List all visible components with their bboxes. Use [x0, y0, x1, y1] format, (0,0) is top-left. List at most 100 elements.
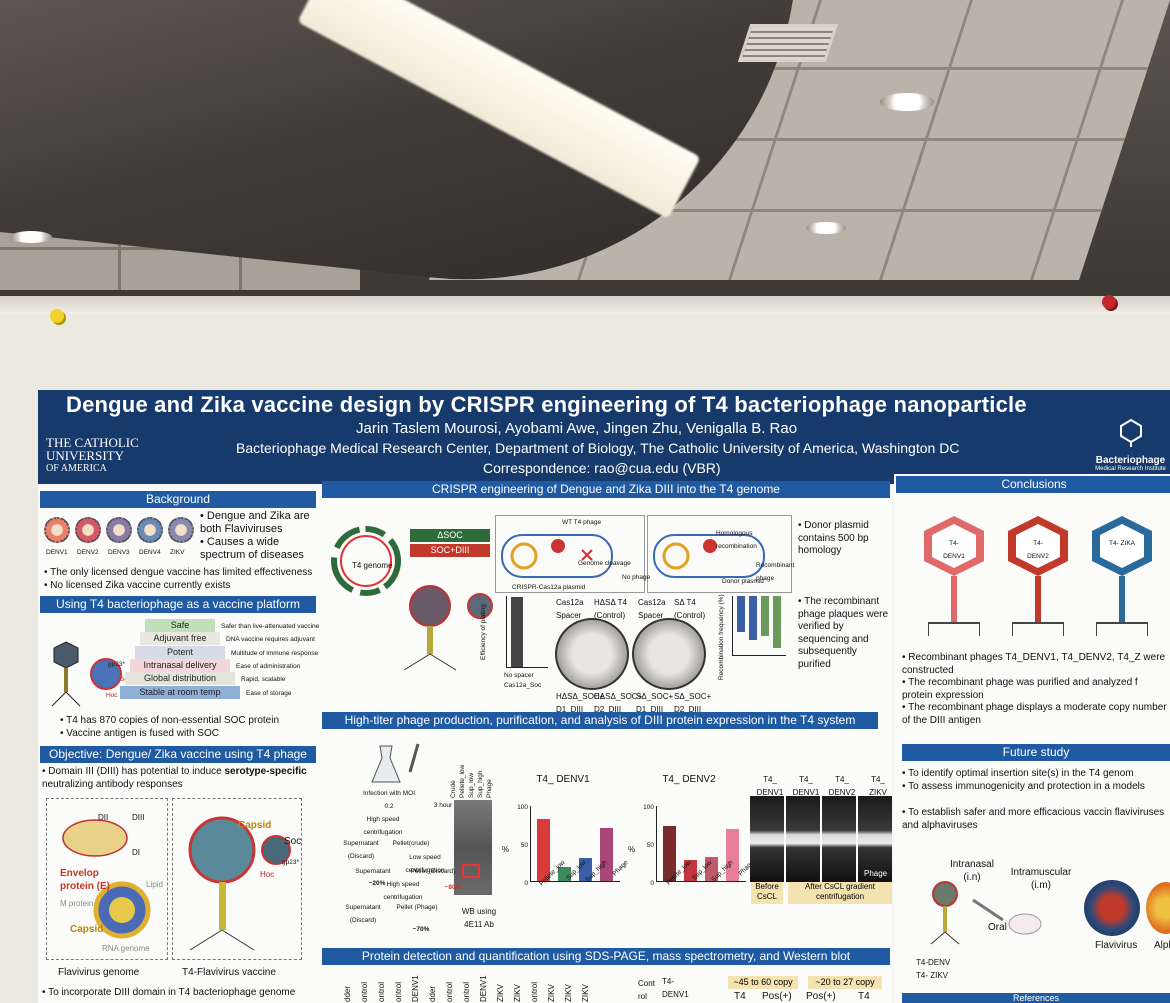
future-label-alpl: Alpl	[1154, 940, 1170, 951]
efficiency-cat-1: No spacer	[504, 672, 534, 679]
crispr-label-soc-diii: SOC+DIII	[410, 544, 490, 557]
chart-tick-1-50: 50	[646, 842, 654, 849]
crispr-note-1: • Donor plasmid contains 500 bp homology	[798, 520, 869, 556]
chart-bar-1-0	[663, 825, 676, 881]
crispr-label-recombinant-phage: Recombinant phage	[756, 562, 795, 582]
detection-t4-a: T4	[734, 991, 746, 1002]
detection-lane-14: ZIKV	[581, 984, 590, 1002]
virus-label-0: DENV1	[46, 549, 68, 556]
tube-label-1: T4_ DENV1	[792, 775, 820, 797]
bacteriophage-logo-name: Bacteriophage	[1095, 455, 1166, 466]
chart-bar-0-0	[537, 819, 550, 881]
tube-caption-phage: Phage	[864, 869, 888, 878]
flavivirus-label-m-protein: M protein	[60, 899, 94, 908]
future-heading: Future study	[902, 744, 1170, 761]
petri-plate-2	[632, 618, 706, 690]
bacteriophage-institute-logo: Bacteriophage Medical Research Institute	[1093, 418, 1168, 472]
objective-text: • Domain III (DIII) has potential to ind…	[42, 766, 307, 790]
plate-header-2: HΔSΔ T4 (Control)	[594, 598, 627, 620]
background-heading: Background	[40, 491, 316, 508]
future-label-oral: Oral	[988, 922, 1007, 933]
detection-lane-11: ontrol	[530, 981, 539, 1002]
flavivirus-label-rna: RNA genome	[102, 944, 150, 953]
plate-header-3: Cas12a Spacer	[638, 598, 666, 620]
detection-lane-4: DENV1	[411, 975, 420, 1002]
ladder-note-1: DNA vaccine requires adjuvant	[226, 636, 315, 644]
downlight-1	[880, 93, 934, 111]
yellow-pushpin-icon	[50, 309, 64, 323]
flavivirus-label-diii: DIII	[132, 813, 145, 822]
conclusion-bullet-1: • Recombinant phages T4_DENV1, T4_DENV2,…	[902, 652, 1166, 676]
platform-bullet-2: • Vaccine antigen is fused with SOC	[60, 728, 219, 739]
ladder-note-2: Multitude of immune response	[231, 649, 319, 657]
future-bullet-2: • To assess immunogenicity and protectio…	[902, 781, 1145, 792]
crispr-label-no-phage: No phage	[622, 574, 651, 581]
virus-label-2: DENV3	[108, 549, 130, 556]
crispr-note-2: • The recombinant phage plaques were ver…	[798, 596, 889, 670]
virus-label-4: ZIKV	[170, 549, 185, 556]
phage-head-inner-2	[1100, 524, 1144, 568]
recomb-bar-4	[773, 596, 781, 648]
chart-title-1: T4_ DENV2	[662, 774, 716, 785]
poster-affiliation: Bacteriophage Medical Research Center, D…	[236, 440, 960, 456]
recombination-ylabel: Recombination frequency (%)	[718, 594, 725, 680]
platform-heading: Using T4 bacteriophage as a vaccine plat…	[40, 596, 316, 613]
t4-flavivirus-illustration	[188, 816, 291, 951]
ladder-note-0: Safer than live-attenuated vaccine	[221, 623, 320, 630]
petri-plate-1	[555, 618, 629, 690]
detection-control: Cont rol	[638, 979, 655, 1001]
objective-heading: Objective: Dengue/ Zika vaccine using T4…	[40, 746, 316, 763]
detection-lane-6: ontrol	[445, 981, 454, 1002]
efficiency-cat-2: Cas12a_Soc	[504, 682, 542, 689]
future-bullet-1: • To identify optimal insertion site(s) …	[902, 768, 1134, 779]
conclusion-bullet-2-text: The recombinant phage was purified and a…	[902, 677, 1138, 701]
platform-label-gp23: gp23*	[108, 661, 125, 668]
chart-tick-0-0: 0	[524, 880, 528, 887]
platform-bullet-2-text: Vaccine antigen is fused with SOC	[66, 728, 219, 739]
ladder-step-3: Intranasal delivery	[130, 658, 230, 672]
flavivirus-label-dii: DII	[98, 813, 109, 822]
detection-lane-7: ontrol	[462, 981, 471, 1002]
phage-logo-icon	[1119, 418, 1142, 447]
plate-header-1: Cas12a Spacer	[556, 598, 584, 620]
future-bullet-2-text: To assess immunogenicity and protection …	[908, 781, 1145, 792]
crispr-label-t4-genome: T4 genome	[352, 561, 393, 570]
phage-tail-2	[1119, 576, 1125, 624]
detection-t4-b: T4	[858, 991, 870, 1002]
ladder-step-2: Potent	[135, 645, 225, 659]
paper-edge	[0, 296, 1170, 314]
phage-tail-1	[1035, 576, 1041, 624]
virus-denv1-icon	[44, 517, 70, 543]
background-bullet-right-1: • Dengue and Zika are both Flaviviruses	[200, 510, 310, 535]
detection-t4-denv1: T4- DENV1	[662, 977, 689, 999]
flow-step-7: ~20%	[368, 880, 386, 887]
tube-photo-2	[822, 796, 856, 882]
crispr-label-delta-soc: ΔSOC	[410, 529, 490, 542]
flow-step-2: High speed centrifugation	[363, 816, 403, 836]
chart-t4-denv1: T4_ DENV1% 0 50 100 Pellete_low Sup_low Sup_hi…	[500, 774, 630, 920]
chart-t4-denv2: T4_ DENV2% 0 50 100 Pelete_low Sup_low Sup_hig…	[626, 774, 756, 920]
t4-label-gp23: gp23*	[282, 859, 299, 866]
background-bullet-right-2-text: Causes a wide spectrum of diseases	[200, 536, 304, 561]
future-label-t4: T4-DENV T4- ZIKV	[916, 958, 951, 980]
platform-bullet-1-text: T4 has 870 copies of non-essential SOC p…	[66, 715, 280, 726]
detection-heading: Protein detection and quantification usi…	[322, 948, 890, 965]
objective-bullet: • To incorporate DIII domain in T4 bacte…	[42, 987, 296, 998]
flavivirus-panel	[46, 798, 168, 960]
cleavage-diagram	[501, 534, 613, 578]
t4-label-capsid: Capsid	[238, 820, 272, 831]
ceiling	[0, 0, 1170, 300]
plate-caption-2: HΔSΔ_SOC+ D2_DIII	[594, 692, 643, 714]
detection-copy-2: ~20 to 27 copy	[808, 976, 882, 989]
chart-tick-0-100: 100	[517, 804, 528, 811]
ladder-step-0: Safe	[145, 619, 215, 632]
flow-step-8: Pellet (Discard)	[410, 868, 456, 875]
flow-step-10: High speed centrifugation	[383, 881, 423, 901]
chart-axis-0	[530, 806, 620, 882]
background-bullet-2-text: No licensed Zika vaccine currently exist…	[50, 580, 231, 591]
phage-fibers-0	[928, 622, 980, 636]
recombination-diagram	[653, 534, 765, 578]
detection-lane-0: dder	[343, 985, 352, 1002]
recomb-bar-3	[761, 596, 769, 636]
virus-label-1: DENV2	[77, 549, 99, 556]
